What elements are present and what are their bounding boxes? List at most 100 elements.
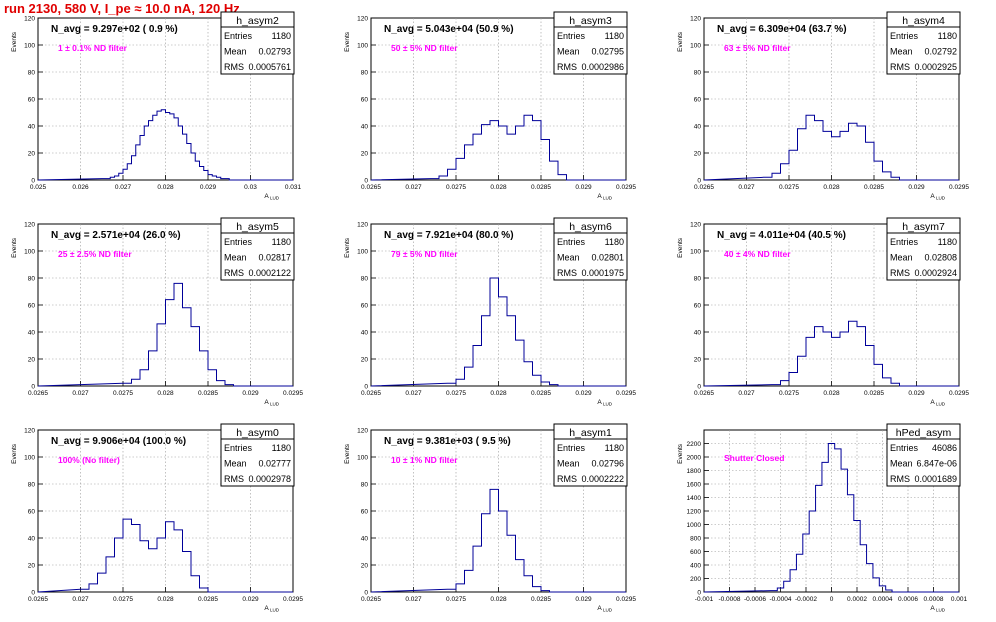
histogram-panel-h_asym2: 0.025 0.026 0.027 0.028 0.029 0.03 0.031 0 20 40 6…	[11, 11, 302, 201]
y-tick-label: 120	[357, 16, 368, 23]
y-tick-label: 40	[694, 330, 702, 337]
x-tick-label: 0.0004	[873, 596, 893, 603]
x-tick-label: 0.0275	[113, 390, 133, 397]
stats-label: Mean	[224, 47, 247, 57]
y-axis-title: Events	[344, 237, 351, 258]
y-tick-label: 60	[28, 303, 36, 310]
y-axis-title: Events	[344, 31, 351, 52]
stats-box	[220, 11, 295, 75]
stats-value: 0.0002122	[248, 268, 291, 278]
y-tick-label: 40	[694, 124, 702, 131]
x-tick-label: 0.028	[490, 390, 507, 397]
x-tick-label: 0.0002	[847, 596, 867, 603]
x-tick-label: 0.026	[72, 184, 89, 191]
y-tick-label: 80	[694, 70, 702, 77]
x-tick-label: 0.0265	[694, 184, 714, 191]
filter-annotation: 40 ± 4% ND filter	[724, 249, 791, 259]
y-tick-label: 60	[28, 509, 36, 516]
histogram-name: h_asym7	[902, 221, 945, 233]
stats-label: RMS	[557, 474, 577, 484]
x-tick-label: 0.03	[244, 184, 257, 191]
x-tick-label: 0.0295	[283, 390, 303, 397]
y-tick-label: 60	[361, 303, 369, 310]
y-tick-label: 0	[364, 178, 368, 185]
y-tick-label: 60	[361, 509, 369, 516]
y-tick-label: 120	[690, 222, 701, 229]
x-tick-label: 0.0265	[694, 390, 714, 397]
y-tick-label: 0	[697, 384, 701, 391]
y-tick-label: 120	[357, 428, 368, 435]
x-tick-label: 0.029	[575, 596, 592, 603]
x-tick-label: 0.0295	[949, 390, 969, 397]
y-tick-label: 1200	[687, 509, 702, 516]
stats-label: Mean	[557, 47, 580, 57]
x-tick-label: 0.028	[823, 390, 840, 397]
stats-value: 0.0002222	[581, 474, 624, 484]
y-tick-label: 40	[361, 536, 369, 543]
histogram-series	[37, 282, 293, 387]
histogram-series	[703, 320, 959, 387]
y-axis-title: Events	[677, 237, 684, 258]
x-tick-label: 0.0275	[446, 184, 466, 191]
y-tick-label: 800	[690, 536, 701, 543]
panel-title: N_avg = 6.309e+04 (63.7 %)	[717, 24, 847, 35]
y-tick-label: 80	[361, 276, 369, 283]
x-tick-label: 0.029	[908, 390, 925, 397]
x-tick-label: 0	[830, 596, 834, 603]
y-tick-label: 0	[697, 178, 701, 185]
stats-label: Mean	[557, 253, 580, 263]
histogram-series	[37, 518, 293, 593]
stats-value: 0.02801	[591, 253, 624, 263]
y-tick-label: 20	[694, 151, 702, 158]
x-tick-label: 0.029	[242, 596, 259, 603]
panel-title: N_avg = 9.381e+03 ( 9.5 %)	[384, 436, 511, 447]
x-tick-label: 0.0295	[283, 596, 303, 603]
stats-label: RMS	[224, 268, 244, 278]
stats-label: Mean	[890, 47, 913, 57]
x-tick-label: -0.0004	[769, 596, 791, 603]
y-tick-label: 20	[28, 357, 36, 364]
y-axis-title: Events	[344, 443, 351, 464]
x-tick-label: -0.0002	[795, 596, 817, 603]
stats-box	[886, 217, 961, 281]
stats-box	[553, 217, 628, 281]
y-axis-title: Events	[11, 237, 18, 258]
y-tick-label: 60	[361, 97, 369, 104]
y-tick-label: 40	[361, 124, 369, 131]
y-tick-label: 80	[28, 70, 36, 77]
x-tick-label: 0.001	[951, 596, 968, 603]
panel-title: N_avg = 9.906e+04 (100.0 %)	[51, 436, 186, 447]
y-tick-label: 40	[28, 536, 36, 543]
stats-value: 1180	[605, 237, 624, 247]
y-tick-label: 40	[361, 330, 369, 337]
histogram-panel-h_asym5: 0.0265 0.027 0.0275 0.028 0.0285 0.029 0.0295 0…	[11, 217, 303, 407]
x-tick-label: 0.027	[738, 184, 755, 191]
x-tick-label: 0.031	[285, 184, 302, 191]
x-tick-label: 0.0265	[361, 390, 381, 397]
histogram-series	[703, 443, 959, 593]
y-tick-label: 60	[694, 303, 702, 310]
stats-label: Mean	[557, 459, 580, 469]
stats-box	[553, 11, 628, 75]
x-tick-label: 0.028	[823, 184, 840, 191]
stats-value: 1180	[605, 31, 624, 41]
stats-value: 0.02777	[258, 459, 291, 469]
x-tick-label: 0.0285	[198, 390, 218, 397]
stats-box	[553, 423, 628, 487]
y-tick-label: 1400	[687, 495, 702, 502]
x-tick-label: 0.0285	[864, 390, 884, 397]
x-tick-label: 0.027	[72, 596, 89, 603]
x-tick-label: 0.027	[405, 390, 422, 397]
histogram-series	[370, 277, 626, 387]
stats-label: Entries	[224, 443, 253, 453]
y-axis-title: Events	[677, 443, 684, 464]
panel-title: N_avg = 2.571e+04 (26.0 %)	[51, 230, 181, 241]
filter-annotation: Shutter Closed	[724, 453, 784, 463]
x-tick-label: 0.028	[490, 596, 507, 603]
y-tick-label: 2000	[687, 455, 702, 462]
stats-label: RMS	[224, 62, 244, 72]
y-tick-label: 400	[690, 563, 701, 570]
stats-value: 0.0001975	[581, 268, 624, 278]
stats-label: Entries	[890, 31, 919, 41]
